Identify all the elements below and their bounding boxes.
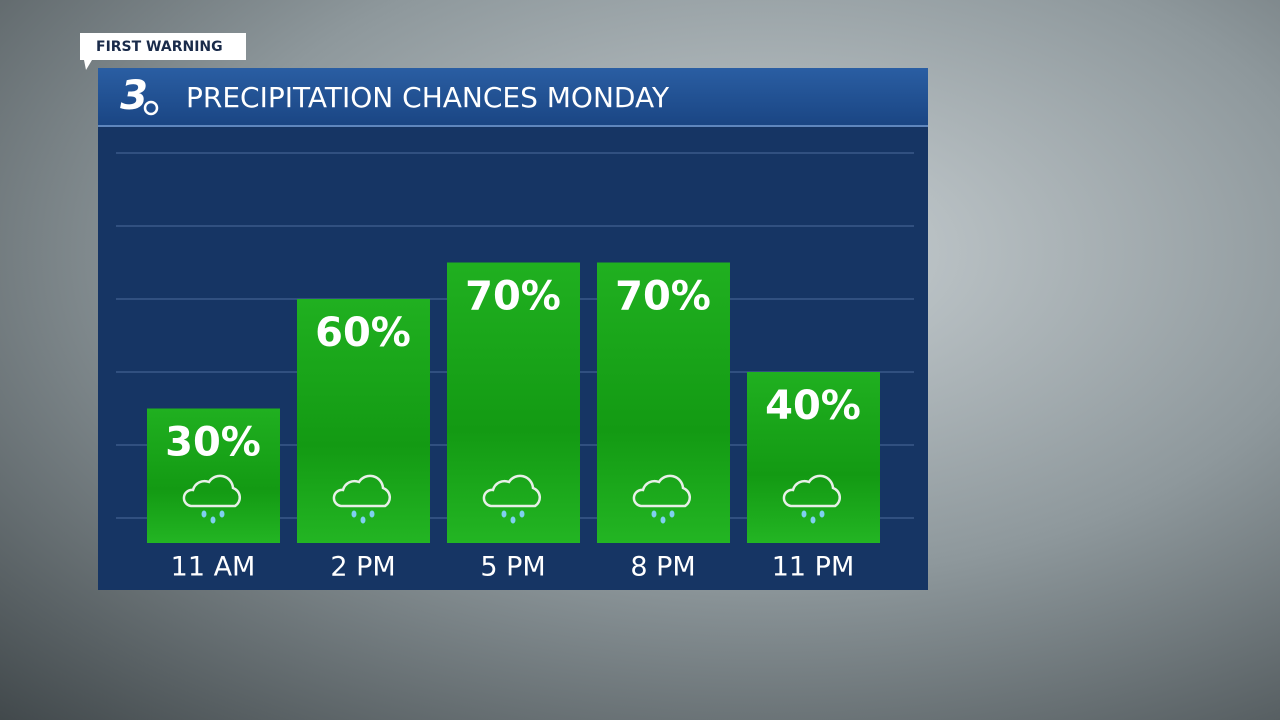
value-label: 40% [765, 383, 861, 429]
cloud [332, 474, 392, 508]
rain-drop [519, 510, 525, 518]
rain-drop [369, 510, 375, 518]
value-label: 70% [465, 274, 561, 320]
value-label: 60% [315, 310, 411, 356]
rain-drop [669, 510, 675, 518]
x-tick-label: 11 AM [171, 552, 256, 583]
x-tick-label: 5 PM [480, 552, 545, 583]
bar [447, 262, 580, 543]
rain-drop [201, 510, 207, 518]
rain-drop [219, 510, 225, 518]
cloud [632, 474, 692, 508]
tag-box [80, 33, 246, 70]
rain-drop [810, 516, 816, 524]
rain-drop [210, 516, 216, 524]
cloud [482, 474, 542, 508]
logo-eye [143, 100, 159, 116]
value-label: 70% [615, 274, 711, 320]
bar [597, 262, 730, 543]
cloud [182, 474, 242, 508]
value-label: 30% [165, 420, 261, 466]
header-bar [98, 68, 928, 126]
logo: 3 [120, 73, 148, 119]
rain-drop [510, 516, 516, 524]
rain-icon [182, 474, 242, 524]
plot: 30% 11 AM 60% 2 PM 70% 5 PM 70% 8 PM 40% 11 PM [116, 152, 914, 583]
rain-drop [801, 510, 807, 518]
x-tick-label: 8 PM [630, 552, 695, 583]
rain-icon [632, 474, 692, 524]
cloud [782, 474, 842, 508]
x-tick-label: 2 PM [330, 552, 395, 583]
x-tick-label: 11 PM [772, 552, 855, 583]
rain-drop [660, 516, 666, 524]
rain-icon [782, 474, 842, 524]
rain-drop [819, 510, 825, 518]
rain-icon [332, 474, 392, 524]
tag-text: FIRST WARNING [96, 39, 223, 55]
rain-icon [482, 474, 542, 524]
rain-drop [651, 510, 657, 518]
chart-title: PRECIPITATION CHANCES MONDAY [186, 81, 670, 114]
bar [747, 372, 880, 543]
rain-drop [501, 510, 507, 518]
rain-drop [360, 516, 366, 524]
rain-drop [351, 510, 357, 518]
bar [297, 299, 430, 543]
